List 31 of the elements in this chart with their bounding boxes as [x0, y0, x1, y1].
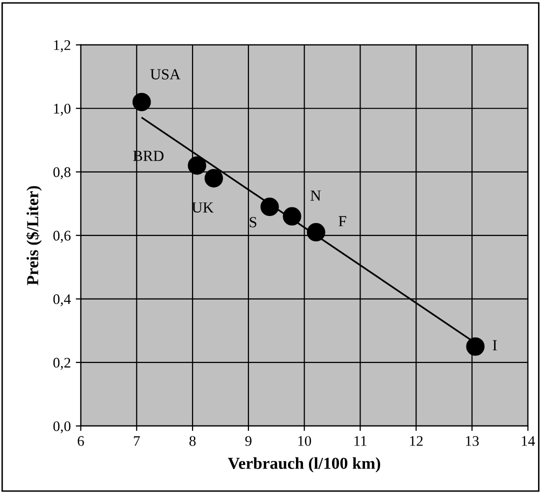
x-tick-label: 9: [245, 436, 252, 446]
y-tick-label: 0,6: [53, 230, 71, 243]
x-tick-label: 12: [410, 436, 423, 446]
x-tick-label: 10: [298, 436, 312, 446]
y-tick-label: 0,2: [53, 358, 70, 370]
point: [260, 198, 279, 216]
x-tick-label: 14: [522, 436, 535, 446]
x-tick-label: 11: [354, 436, 366, 446]
point: [306, 223, 326, 242]
y-tick-label: 0,4: [53, 294, 71, 306]
annotation: I: [492, 340, 497, 350]
y-tick-label: 1,2: [54, 40, 70, 52]
x-tick-label: 7: [134, 436, 140, 446]
annotation: S: [250, 217, 256, 228]
y-tick-label: 1,0: [54, 104, 70, 116]
y-tick-label: 0,0: [53, 421, 70, 434]
point: [204, 169, 223, 188]
y-tick-label: 0,8: [53, 167, 70, 180]
x-tick-label: 8: [189, 436, 196, 446]
annotation: N: [310, 190, 321, 201]
x-axis-title: Verbrauch (l/100 km): [228, 457, 380, 472]
x-tick-label: 13: [466, 436, 479, 446]
annotation: F: [338, 216, 346, 226]
annotation: UK: [192, 202, 214, 213]
y-axis-title: Preis ($/Liter): [26, 186, 42, 286]
point: [188, 156, 206, 175]
point: [132, 92, 151, 112]
annotation: USA: [150, 69, 180, 80]
x-tick-label: 6: [78, 436, 84, 446]
point: [282, 207, 302, 226]
point: [466, 337, 485, 356]
